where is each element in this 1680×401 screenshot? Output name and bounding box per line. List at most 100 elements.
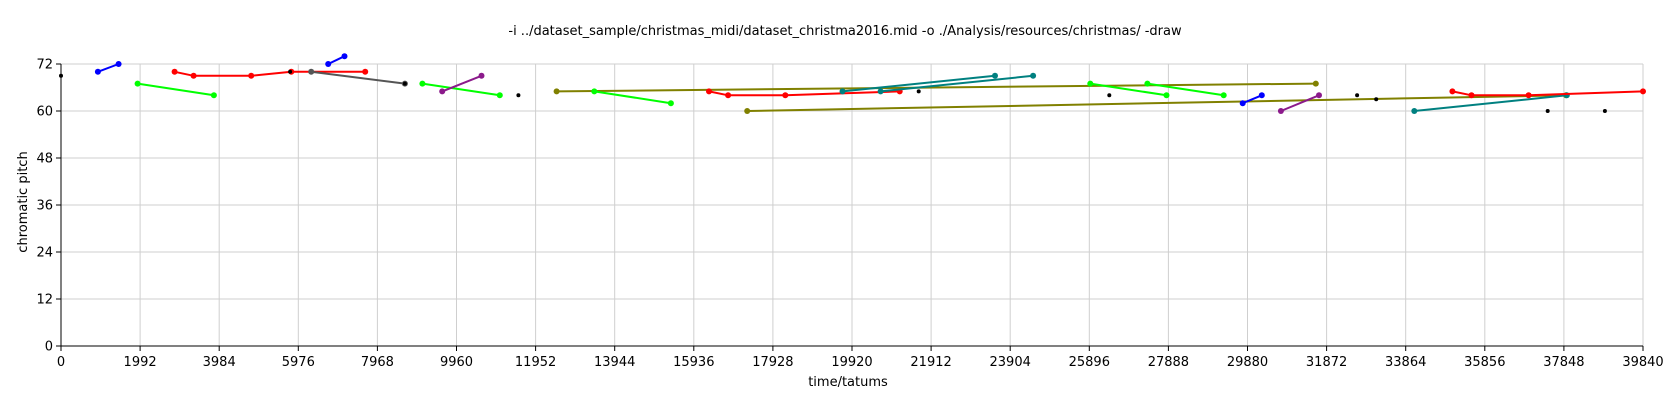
x-axis-ticks: 0 1992 3984 5976 7968 9960 11952 13944 15936 1792… <box>57 346 1664 370</box>
data-point <box>171 68 178 75</box>
series-line <box>327 55 345 65</box>
series-line <box>1452 90 1644 97</box>
data-point <box>308 68 315 75</box>
y-tick-label: 24 <box>36 246 53 261</box>
y-tick-label: 36 <box>36 199 53 214</box>
data-point <box>1468 92 1475 99</box>
data-point <box>1602 109 1607 113</box>
series-28 <box>1602 109 1607 113</box>
series-line <box>747 94 1567 112</box>
x-tick-label: 0 <box>57 355 65 370</box>
data-point <box>1030 72 1037 79</box>
y-tick-label: 12 <box>36 293 53 308</box>
series-7 <box>402 81 407 86</box>
x-tick-label: 39840 <box>1622 355 1663 370</box>
series-line <box>1280 94 1320 112</box>
data-point <box>115 61 122 67</box>
series-line <box>137 82 215 97</box>
series-0 <box>59 73 63 78</box>
data-point <box>1312 80 1319 87</box>
data-point <box>478 72 485 79</box>
series-18 <box>1087 80 1170 99</box>
series-2 <box>134 80 217 99</box>
data-point <box>190 72 197 79</box>
x-tick-label: 3984 <box>203 355 236 370</box>
series-1 <box>94 61 122 75</box>
x-tick-label: 11952 <box>515 355 556 370</box>
data-point <box>1107 93 1112 98</box>
x-tick-label: 29880 <box>1227 355 1268 370</box>
data-point <box>1374 97 1379 102</box>
series-9 <box>439 72 485 95</box>
x-tick-label: 15936 <box>673 355 714 370</box>
x-tick-label: 25896 <box>1069 355 1110 370</box>
data-point <box>1258 92 1265 99</box>
series-line <box>422 82 500 97</box>
data-point <box>288 69 293 74</box>
series-line <box>311 70 406 85</box>
x-tick-label: 9960 <box>440 355 473 370</box>
series-22 <box>1277 92 1322 114</box>
data-point <box>439 88 446 95</box>
data-point <box>94 68 101 75</box>
data-point <box>877 88 884 95</box>
x-tick-label: 19920 <box>831 355 872 370</box>
data-point <box>782 92 789 99</box>
series-10 <box>516 93 521 98</box>
series-21 <box>1239 92 1265 107</box>
data-point <box>496 92 503 99</box>
x-tick-label: 13944 <box>594 355 635 370</box>
series-group <box>59 53 1646 114</box>
data-point <box>1163 92 1170 99</box>
data-point <box>1144 80 1151 87</box>
y-tick-label: 60 <box>36 105 53 120</box>
x-tick-label: 27888 <box>1148 355 1189 370</box>
data-point <box>744 108 751 114</box>
data-point <box>667 100 674 107</box>
series-line <box>594 90 672 105</box>
y-tick-label: 48 <box>36 152 53 167</box>
data-point <box>1220 92 1227 99</box>
series-line <box>1090 82 1167 97</box>
x-tick-label: 5976 <box>282 355 315 370</box>
y-axis-label: chromatic pitch <box>16 151 31 252</box>
data-point <box>325 61 332 67</box>
x-tick-label: 21912 <box>910 355 951 370</box>
data-point <box>553 88 560 95</box>
data-point <box>134 80 141 87</box>
data-point <box>210 92 217 99</box>
series-20 <box>1144 80 1227 99</box>
y-tick-label: 0 <box>45 340 53 355</box>
x-tick-label: 37848 <box>1543 355 1584 370</box>
data-point <box>1355 93 1360 98</box>
series-line <box>97 63 119 73</box>
data-point <box>992 72 998 79</box>
data-point <box>839 88 846 95</box>
series-11 <box>553 80 1319 95</box>
series-19 <box>1107 93 1112 98</box>
data-point <box>402 81 407 86</box>
data-point <box>1239 100 1246 107</box>
data-point <box>591 88 598 95</box>
data-point <box>1411 108 1418 114</box>
x-tick-label: 23904 <box>990 355 1031 370</box>
series-17 <box>916 89 921 94</box>
data-point <box>1449 88 1456 95</box>
data-point <box>706 88 712 95</box>
series-26 <box>1449 88 1646 99</box>
series-15 <box>839 72 998 95</box>
x-tick-label: 33864 <box>1385 355 1426 370</box>
series-16 <box>877 72 1037 95</box>
y-axis-ticks: 0 12 24 36 48 60 72 <box>36 58 61 355</box>
data-point <box>1640 88 1646 95</box>
data-point <box>1277 108 1284 114</box>
series-5 <box>325 53 348 67</box>
x-tick-label: 17928 <box>752 355 793 370</box>
data-point <box>341 53 348 60</box>
series-23 <box>1355 93 1360 98</box>
y-tick-label: 72 <box>36 58 53 73</box>
data-point <box>725 92 732 99</box>
x-axis-label: time/tatums <box>808 375 888 390</box>
series-line <box>842 74 996 93</box>
data-point <box>1545 109 1550 113</box>
